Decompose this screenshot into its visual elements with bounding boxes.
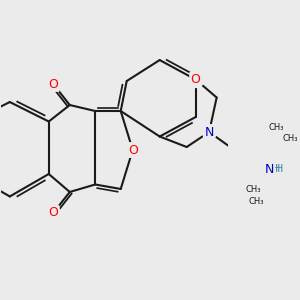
Text: N: N <box>205 125 214 139</box>
Text: H: H <box>272 164 281 175</box>
Text: N: N <box>264 163 274 176</box>
Text: O: O <box>48 206 58 220</box>
Text: O: O <box>48 77 58 91</box>
Text: O: O <box>191 73 201 86</box>
Text: O: O <box>48 206 58 220</box>
Text: N: N <box>205 125 214 139</box>
Text: CH₃: CH₃ <box>283 134 298 143</box>
Text: N: N <box>264 163 274 176</box>
Text: CH₃: CH₃ <box>245 185 261 194</box>
Text: CH₃: CH₃ <box>268 123 284 132</box>
Text: O: O <box>191 73 201 86</box>
Text: O: O <box>128 143 138 157</box>
Text: O: O <box>48 77 58 91</box>
Text: O: O <box>128 143 138 157</box>
Text: H: H <box>275 164 284 175</box>
Text: CH₃: CH₃ <box>249 197 265 206</box>
